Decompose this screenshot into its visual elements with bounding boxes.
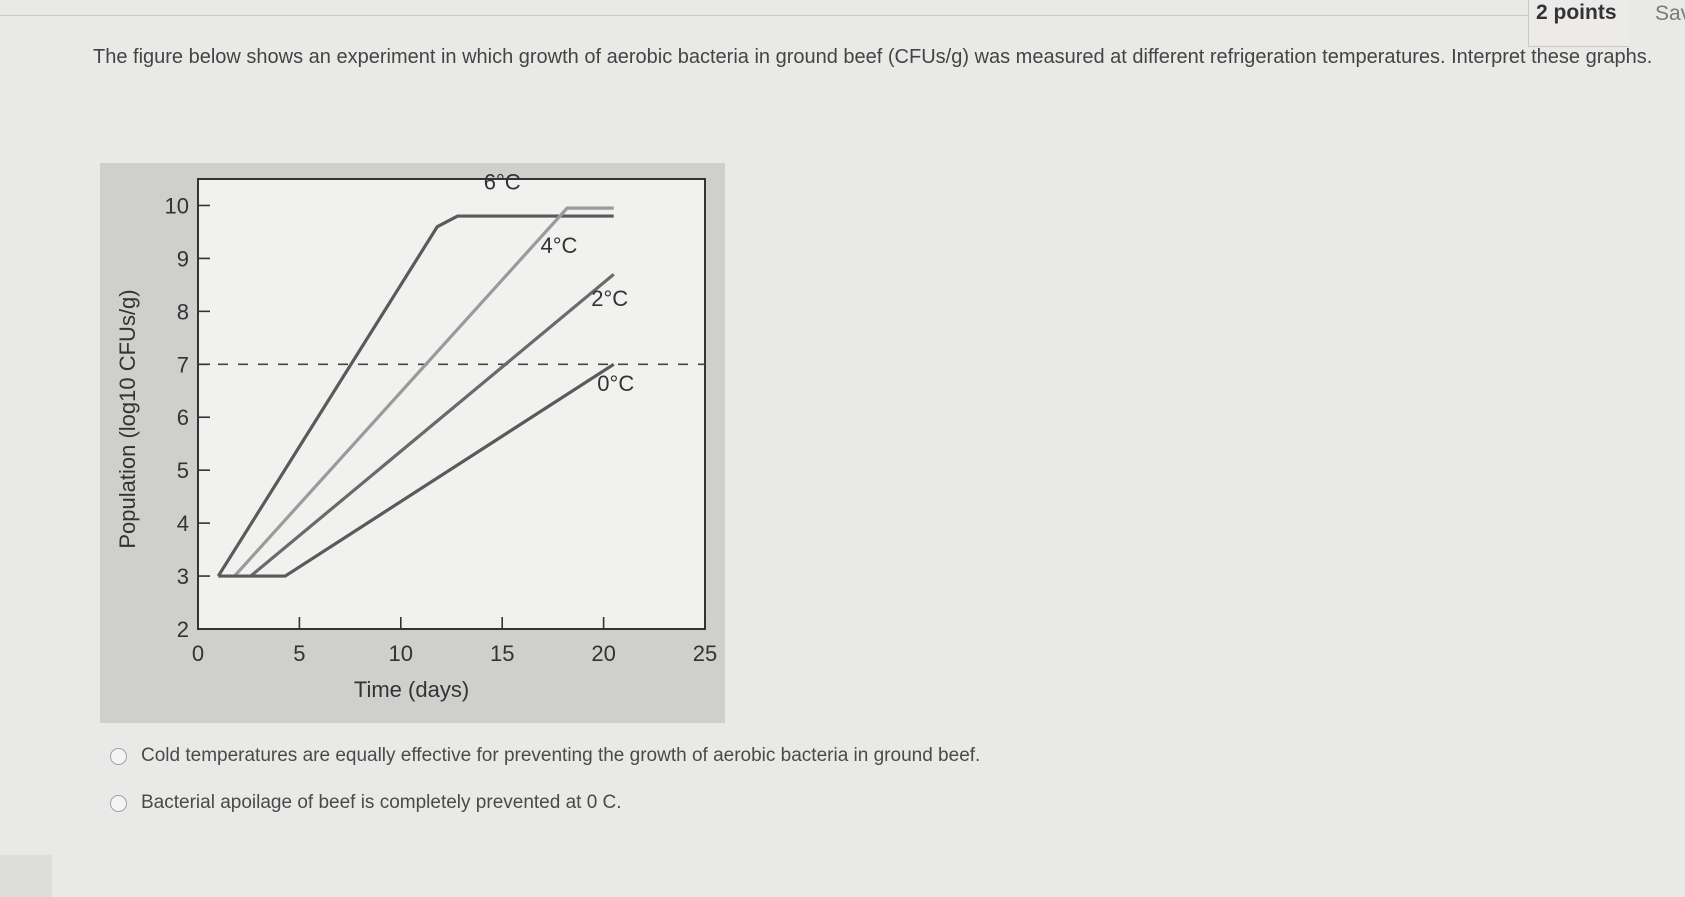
radio-button-1[interactable] bbox=[110, 747, 127, 765]
y-tick-label-6: 6 bbox=[177, 405, 189, 430]
series-label-1: 4°C bbox=[541, 233, 578, 258]
x-tick-label-15: 15 bbox=[490, 641, 514, 666]
radio-button-2[interactable] bbox=[110, 794, 127, 812]
save-button[interactable]: Sav bbox=[1655, 2, 1685, 25]
points-label: 2 points bbox=[1536, 1, 1617, 24]
x-tick-label-5: 5 bbox=[293, 641, 305, 666]
answer-option-2[interactable]: Bacterial apoilage of beef is completely… bbox=[110, 792, 622, 814]
x-axis-label: Time (days) bbox=[354, 677, 469, 702]
series-line-1 bbox=[233, 206, 614, 578]
y-axis-label: Population (log10 CFUs/g) bbox=[115, 289, 140, 548]
y-tick-label-9: 9 bbox=[177, 246, 189, 271]
points-box bbox=[1528, 0, 1629, 47]
y-tick-label-3: 3 bbox=[177, 564, 189, 589]
x-tick-label-25: 25 bbox=[693, 641, 717, 666]
y-tick-label-7: 7 bbox=[177, 352, 189, 377]
answer-option-1-label: Cold temperatures are equally effective … bbox=[141, 745, 981, 766]
header-divider bbox=[0, 15, 1535, 16]
y-tick-label-5: 5 bbox=[177, 458, 189, 483]
answer-option-1[interactable]: Cold temperatures are equally effective … bbox=[110, 745, 980, 767]
y-tick-label-4: 4 bbox=[177, 511, 189, 536]
x-tick-label-20: 20 bbox=[591, 641, 615, 666]
page-corner bbox=[0, 855, 52, 897]
y-tick-label-8: 8 bbox=[177, 299, 189, 324]
series-label-3: 0°C bbox=[597, 371, 634, 396]
x-tick-label-10: 10 bbox=[389, 641, 413, 666]
figure: 2 3 4 5 6 7 8 9 10 0 5 10 15 20 25 Time (days) Populatio… bbox=[100, 163, 725, 723]
growth-chart: 2 3 4 5 6 7 8 9 10 0 5 10 15 20 25 Time (days) Populatio… bbox=[115, 170, 717, 702]
series-label-0: 6°C bbox=[484, 170, 521, 195]
y-tick-label-10: 10 bbox=[165, 193, 189, 218]
y-tick-label-2: 2 bbox=[177, 617, 189, 642]
plot-area bbox=[197, 178, 706, 630]
series-line-2 bbox=[249, 273, 615, 578]
series-line-3 bbox=[218, 362, 615, 578]
answer-option-2-label: Bacterial apoilage of beef is completely… bbox=[141, 792, 622, 813]
question-text: The figure below shows an experiment in … bbox=[93, 46, 1653, 68]
x-tick-label-0: 0 bbox=[192, 641, 204, 666]
series-label-2: 2°C bbox=[591, 286, 628, 311]
series-line-0 bbox=[216, 214, 614, 577]
